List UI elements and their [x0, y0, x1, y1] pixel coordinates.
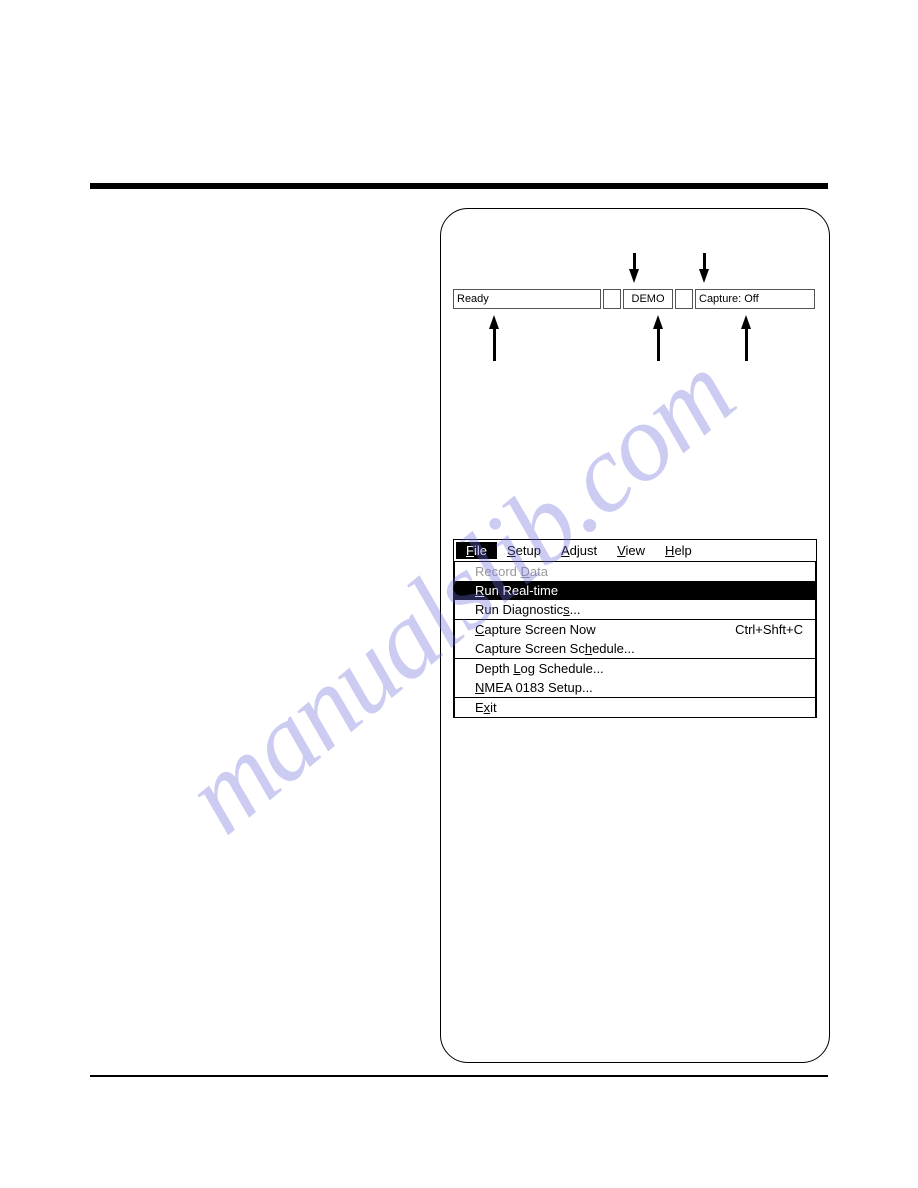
menu-label: File: [466, 543, 487, 558]
menu-item-label: Capture Screen Schedule...: [475, 641, 635, 656]
menu-item-depth-log-schedule[interactable]: Depth Log Schedule...: [455, 659, 815, 678]
menu-item-label: NMEA 0183 Setup...: [475, 680, 593, 695]
arrow-down-icon: [629, 269, 639, 283]
menu-item-record-data: Record Data: [455, 562, 815, 581]
menu-label: Adjust: [561, 543, 597, 558]
menu-item-capture-screen-schedule[interactable]: Capture Screen Schedule...: [455, 639, 815, 658]
menu-help[interactable]: Help: [655, 542, 702, 559]
status-bar: Ready DEMO Capture: Off: [453, 289, 817, 309]
arrow-up-icon: [653, 315, 663, 329]
menu-item-nmea-setup[interactable]: NMEA 0183 Setup...: [455, 678, 815, 697]
arrow-up-icon: [741, 315, 751, 329]
menu-view[interactable]: View: [607, 542, 655, 559]
menu-bar: File Setup Adjust View Help: [454, 540, 816, 562]
menu-label: Help: [665, 543, 692, 558]
status-indicator-1: [603, 289, 621, 309]
menu-label: View: [617, 543, 645, 558]
arrow-up-icon: [489, 315, 499, 329]
menu-item-exit[interactable]: Exit: [455, 698, 815, 717]
menu-adjust[interactable]: Adjust: [551, 542, 607, 559]
menu-item-label: Record Data: [475, 564, 548, 579]
file-dropdown: Record Data Run Real-time Run Diagnostic…: [454, 562, 816, 718]
menu-block: File Setup Adjust View Help Record Data …: [453, 539, 817, 718]
figure-frame: Ready DEMO Capture: Off File Setup Adjus…: [440, 208, 830, 1063]
status-ready-field: Ready: [453, 289, 601, 309]
menu-item-label: Exit: [475, 700, 497, 715]
top-rule: [90, 183, 828, 189]
status-demo-field: DEMO: [623, 289, 673, 309]
menu-item-label: Depth Log Schedule...: [475, 661, 604, 676]
menu-item-run-diagnostics[interactable]: Run Diagnostics...: [455, 600, 815, 619]
menu-item-label: Run Real-time: [475, 583, 558, 598]
status-indicator-2: [675, 289, 693, 309]
menu-item-label: Run Diagnostics...: [475, 602, 581, 617]
status-capture-field: Capture: Off: [695, 289, 815, 309]
menu-item-run-realtime[interactable]: Run Real-time: [455, 581, 815, 600]
bottom-rule: [90, 1075, 828, 1077]
menu-item-shortcut: Ctrl+Shft+C: [735, 622, 803, 637]
menu-item-capture-screen-now[interactable]: Capture Screen Now Ctrl+Shft+C: [455, 620, 815, 639]
menu-setup[interactable]: Setup: [497, 542, 551, 559]
arrow-down-icon: [699, 269, 709, 283]
menu-file[interactable]: File: [456, 542, 497, 559]
menu-item-label: Capture Screen Now: [475, 622, 596, 637]
menu-label: Setup: [507, 543, 541, 558]
